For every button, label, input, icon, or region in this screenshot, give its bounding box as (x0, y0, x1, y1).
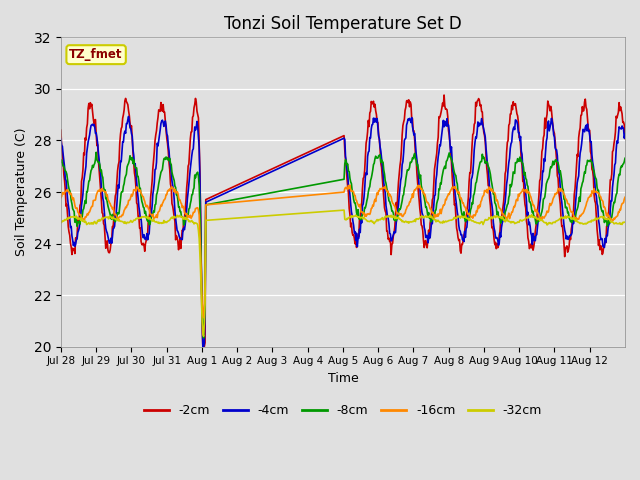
-8cm (257, 192, 264, 198)
-2cm (402, 104, 410, 110)
-2cm (124, 100, 131, 106)
-2cm (434, 140, 442, 146)
-4cm (57, 136, 65, 142)
X-axis label: Time: Time (328, 372, 358, 385)
Y-axis label: Soil Temperature (C): Soil Temperature (C) (15, 128, 28, 256)
-8cm (92, 149, 100, 155)
-8cm (124, 162, 132, 168)
-32cm (200, 334, 207, 339)
Text: TZ_fmet: TZ_fmet (69, 48, 123, 61)
-32cm (340, 207, 348, 213)
-8cm (621, 156, 629, 161)
-32cm (57, 220, 65, 226)
-4cm (435, 154, 442, 160)
Title: Tonzi Soil Temperature Set D: Tonzi Soil Temperature Set D (224, 15, 462, 33)
Line: -8cm: -8cm (61, 152, 625, 338)
-8cm (435, 196, 442, 202)
Legend: -2cm, -4cm, -8cm, -16cm, -32cm: -2cm, -4cm, -8cm, -16cm, -32cm (139, 399, 547, 422)
-2cm (255, 172, 263, 178)
-32cm (277, 212, 285, 218)
Line: -32cm: -32cm (61, 210, 625, 336)
-4cm (278, 164, 285, 170)
Line: -4cm: -4cm (61, 117, 625, 347)
-8cm (200, 335, 207, 341)
-32cm (228, 216, 236, 221)
-32cm (255, 214, 263, 219)
-4cm (125, 114, 132, 120)
Line: -16cm: -16cm (61, 185, 625, 318)
-2cm (440, 92, 448, 98)
-8cm (278, 188, 285, 194)
-16cm (57, 195, 65, 201)
-8cm (57, 159, 65, 165)
-8cm (228, 197, 236, 203)
-16cm (124, 202, 131, 208)
-2cm (57, 127, 65, 133)
-2cm (199, 344, 207, 349)
-16cm (403, 206, 410, 212)
-16cm (255, 197, 263, 203)
-4cm (257, 174, 264, 180)
-16cm (200, 315, 207, 321)
-32cm (435, 217, 442, 223)
-32cm (124, 219, 131, 225)
-16cm (346, 182, 354, 188)
-2cm (277, 162, 285, 168)
-16cm (435, 213, 442, 219)
-2cm (228, 185, 236, 191)
-16cm (621, 194, 629, 200)
Line: -2cm: -2cm (61, 95, 625, 347)
-2cm (621, 136, 629, 142)
-32cm (621, 219, 629, 225)
-32cm (403, 219, 410, 225)
-16cm (277, 195, 285, 201)
-4cm (403, 122, 410, 128)
-4cm (124, 121, 131, 127)
-16cm (228, 200, 236, 205)
-8cm (403, 171, 410, 177)
-4cm (199, 344, 207, 349)
-4cm (228, 187, 236, 193)
-4cm (621, 132, 629, 137)
